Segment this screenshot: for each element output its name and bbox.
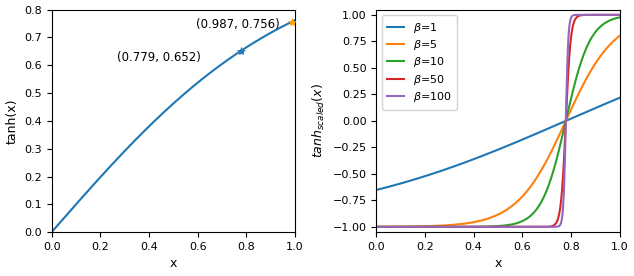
$\beta$=10	[484, 225, 492, 228]
$\beta$=1	[385, 185, 392, 189]
Line: $\beta$=1: $\beta$=1	[376, 98, 619, 190]
Y-axis label: tanh(x): tanh(x)	[6, 98, 18, 144]
Legend: $\beta$=1, $\beta$=5, $\beta$=10, $\beta$=50, $\beta$=100: $\beta$=1, $\beta$=5, $\beta$=10, $\beta…	[382, 15, 457, 110]
$\beta$=100	[372, 225, 380, 229]
$\beta$=10	[609, 18, 616, 21]
$\beta$=1	[484, 152, 492, 155]
$\beta$=5	[564, 115, 572, 118]
Line: $\beta$=5: $\beta$=5	[376, 36, 619, 227]
X-axis label: x: x	[169, 258, 177, 270]
Line: $\beta$=50: $\beta$=50	[376, 15, 619, 227]
$\beta$=100	[564, 47, 572, 50]
$\beta$=10	[491, 225, 498, 228]
$\beta$=50	[616, 13, 623, 17]
$\beta$=10	[616, 16, 623, 19]
$\beta$=50	[372, 225, 380, 229]
$\beta$=50	[609, 13, 616, 17]
$\beta$=100	[608, 13, 616, 17]
$\beta$=5	[372, 225, 380, 229]
$\beta$=50	[609, 13, 616, 17]
$\beta$=5	[491, 214, 498, 218]
$\beta$=5	[609, 40, 616, 44]
$\beta$=100	[491, 225, 498, 229]
$\beta$=10	[609, 18, 616, 21]
$\beta$=100	[616, 13, 623, 17]
$\beta$=100	[609, 13, 616, 17]
Line: $\beta$=10: $\beta$=10	[376, 17, 619, 227]
$\beta$=10	[385, 225, 392, 229]
Line: $\beta$=100: $\beta$=100	[376, 15, 619, 227]
$\beta$=1	[491, 149, 498, 153]
$\beta$=5	[609, 40, 616, 44]
$\beta$=10	[372, 225, 380, 229]
Text: (0.779, 0.652): (0.779, 0.652)	[117, 51, 201, 64]
$\beta$=50	[491, 225, 498, 229]
$\beta$=5	[616, 34, 623, 38]
$\beta$=1	[609, 99, 616, 102]
X-axis label: x: x	[495, 258, 501, 270]
$\beta$=5	[385, 225, 392, 228]
$\beta$=1	[609, 99, 616, 102]
$\beta$=100	[484, 225, 492, 229]
$\beta$=100	[385, 225, 392, 229]
$\beta$=50	[385, 225, 392, 229]
$\beta$=50	[484, 225, 492, 229]
$\beta$=1	[564, 118, 572, 122]
$\beta$=1	[372, 188, 380, 192]
$\beta$=1	[616, 96, 623, 99]
$\beta$=10	[564, 110, 572, 114]
Y-axis label: $tanh_{scaled}(x)$: $tanh_{scaled}(x)$	[311, 83, 327, 158]
Text: (0.987, 0.756): (0.987, 0.756)	[197, 18, 280, 31]
$\beta$=100	[609, 13, 616, 17]
$\beta$=5	[484, 217, 492, 220]
$\beta$=50	[564, 77, 572, 81]
